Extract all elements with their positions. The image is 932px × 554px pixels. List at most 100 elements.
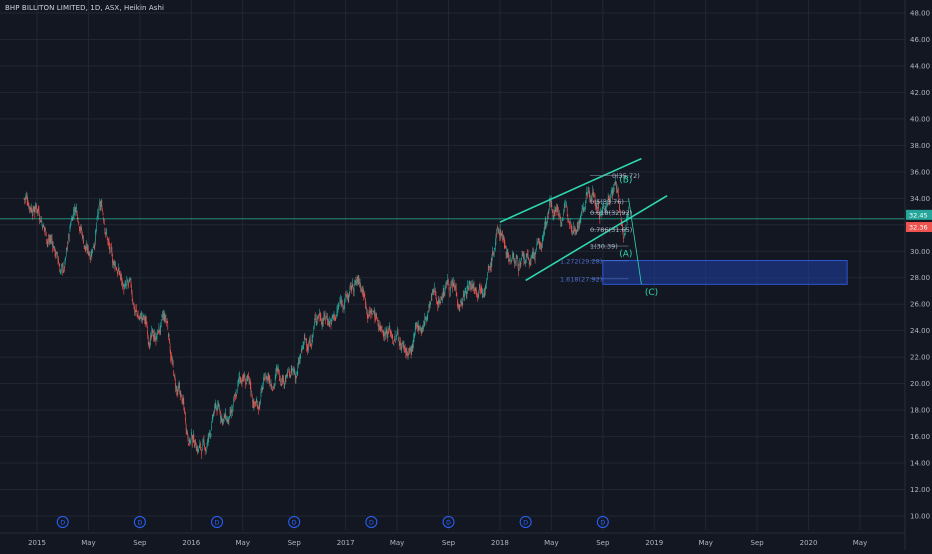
candle-body	[420, 330, 422, 332]
candle-body	[460, 300, 461, 302]
candle-body	[350, 285, 352, 288]
candle-body	[144, 317, 145, 319]
candle-body	[194, 440, 196, 444]
candle-body	[209, 433, 211, 435]
candle-body	[376, 317, 378, 319]
candle-body	[42, 225, 44, 228]
candle-body	[71, 219, 73, 221]
candle-body	[186, 430, 188, 432]
candle-body	[353, 289, 354, 292]
candle-body	[397, 333, 399, 335]
candle-body	[599, 217, 601, 219]
candle-body	[33, 210, 35, 212]
candle-body	[524, 261, 526, 264]
candle-body	[201, 449, 203, 452]
candle-body	[411, 347, 413, 350]
candle-body	[450, 286, 452, 288]
candle-body	[197, 449, 198, 453]
candle-body	[181, 398, 183, 403]
candle-body	[131, 289, 132, 292]
candle-body	[191, 432, 192, 436]
candle-body	[419, 329, 421, 331]
candle-body	[394, 336, 396, 338]
candle-body	[465, 291, 467, 293]
candle-body	[546, 222, 548, 224]
candle-body	[36, 207, 37, 209]
candle-body	[70, 223, 72, 225]
candle-body	[502, 238, 504, 243]
candle-body	[413, 336, 415, 338]
candle-body	[213, 413, 215, 415]
candle-body	[144, 319, 146, 322]
candle-body	[55, 253, 56, 257]
fib-level-label: 0.5(33.76)	[590, 198, 624, 206]
candle-body	[50, 240, 52, 241]
candle-body	[291, 370, 293, 371]
candle-body	[163, 314, 164, 316]
candle-body	[574, 229, 576, 232]
candle-body	[53, 248, 55, 251]
candle-body	[605, 209, 607, 211]
candle-body	[233, 398, 235, 400]
candle-body	[213, 413, 214, 416]
candle-body	[93, 247, 94, 248]
target-zone	[602, 260, 848, 285]
candle-body	[471, 286, 472, 290]
candle-body	[555, 209, 557, 211]
candle-body	[464, 292, 466, 293]
candle-body	[225, 416, 227, 420]
candle-body	[353, 288, 355, 291]
candle-body	[440, 296, 442, 301]
candle-body	[152, 330, 154, 334]
chart-title: BHP BILLITON LIMITED, 1D, ASX, Heikin As…	[5, 4, 165, 12]
candle-body	[52, 243, 53, 247]
candle-body	[126, 280, 128, 283]
candle-body	[513, 257, 515, 261]
fib-level-label: 1.618(27.92)	[560, 275, 602, 283]
candle-body	[509, 258, 511, 260]
candle-body	[400, 347, 402, 349]
candle-body	[102, 213, 104, 215]
candle-body	[37, 209, 39, 211]
candle-body	[406, 352, 408, 356]
candle-body	[277, 367, 278, 372]
candle-body	[627, 214, 629, 217]
candle-body	[349, 292, 350, 296]
candle-body	[140, 313, 141, 315]
candle-body	[493, 250, 495, 253]
candle-body	[178, 387, 179, 390]
candle-body	[246, 376, 248, 379]
candle-body	[499, 228, 501, 233]
candle-body	[557, 212, 559, 215]
candle-body	[534, 253, 535, 256]
candle-body	[87, 248, 89, 252]
price-tick-label: 42.00	[910, 89, 930, 97]
candle-body	[610, 195, 612, 197]
candle-body	[231, 411, 233, 413]
candle-body	[346, 296, 348, 297]
candle-body	[306, 348, 308, 350]
candle-body	[352, 285, 354, 286]
candle-body	[451, 282, 453, 284]
candle-body	[571, 229, 573, 232]
candle-body	[250, 387, 252, 393]
candle-body	[607, 198, 609, 201]
candle-body	[77, 217, 79, 219]
candle-body	[405, 350, 407, 353]
candle-body	[309, 340, 311, 344]
candle-body	[564, 204, 566, 206]
candle-body	[537, 242, 538, 244]
dividend-marker-circle	[442, 516, 455, 528]
candle-body	[491, 257, 493, 262]
candle-body	[411, 346, 413, 351]
candle-body	[517, 260, 519, 265]
candle-body	[334, 315, 335, 318]
candle-body	[567, 214, 569, 217]
candle-body	[265, 376, 267, 379]
price-tick-label: 26.00	[910, 301, 930, 309]
price-tick-label: 40.00	[910, 115, 930, 123]
candle-body	[494, 248, 496, 250]
